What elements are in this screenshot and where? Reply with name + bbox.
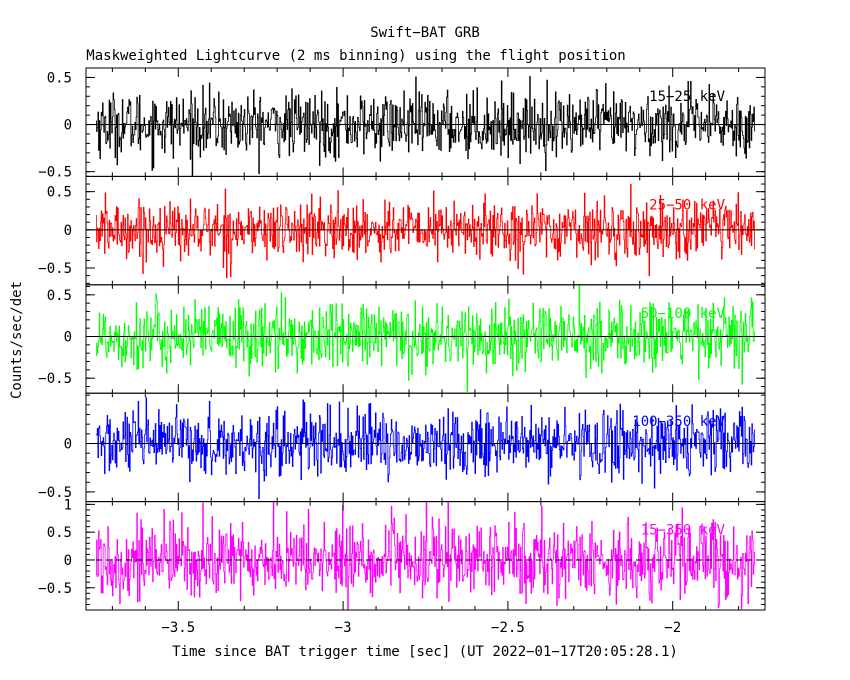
panel-3: −0.5 0 0.5 50−100 keV: [38, 284, 766, 394]
band-label: 15−350 keV: [641, 523, 726, 539]
y-tick-label: 0: [64, 223, 72, 239]
series-line: [95, 183, 756, 279]
x-tick-label: −3.5: [161, 620, 195, 636]
y-tick-label: 0.5: [47, 70, 72, 86]
series-line: [95, 397, 756, 500]
y-tick-label: −0.5: [38, 261, 72, 277]
x-tick-label: −2: [664, 620, 681, 636]
x-tick-label: −3: [335, 620, 352, 636]
chart-subtitle: Maskweighted Lightcurve (2 ms binning) u…: [86, 48, 625, 64]
y-tick-label: 0.5: [47, 525, 72, 541]
y-axis-label: Counts/sec/det: [9, 281, 25, 399]
panel-frame: [85, 501, 766, 611]
band-label: 100−350 keV: [632, 414, 725, 430]
panel-2: −0.5 0 0.5 25−50 keV: [38, 175, 766, 286]
x-axis: −3.5 −3 −2.5 −2: [161, 620, 681, 636]
y-tick-label: −0.5: [38, 371, 72, 387]
y-tick-label: 0: [64, 437, 72, 453]
chart-title: Swift−BAT GRB: [370, 25, 480, 41]
y-tick-label: −0.5: [38, 485, 72, 501]
y-tick-label: −0.5: [38, 581, 72, 597]
panels-group: −0.5 0 0.5 15−25 keV −0.5 0 0.5 25−50 keV −0.5 0 0…: [38, 67, 766, 611]
panel-4: −0.5 0 100−350 keV: [38, 392, 766, 503]
y-tick-label: 0: [64, 329, 72, 345]
series-line: [95, 284, 756, 393]
x-axis-label: Time since BAT trigger time [sec] (UT 20…: [172, 644, 678, 660]
band-label: 15−25 keV: [649, 89, 725, 105]
y-tick-label: 1: [64, 497, 72, 513]
band-label: 25−50 keV: [649, 197, 725, 213]
band-label: 50−100 keV: [641, 306, 726, 322]
panel-1: −0.5 0 0.5 15−25 keV: [38, 67, 766, 181]
series-line: [95, 501, 756, 611]
y-tick-label: 0: [64, 553, 72, 569]
y-tick-label: −0.5: [38, 165, 72, 181]
series-line: [95, 76, 756, 177]
panel-5: −0.5 0 0.5 1 15−350 keV: [38, 497, 766, 611]
y-tick-label: 0: [64, 118, 72, 134]
y-tick-label: 0.5: [47, 185, 72, 201]
y-tick-label: 0.5: [47, 288, 72, 304]
x-tick-label: −2.5: [491, 620, 525, 636]
